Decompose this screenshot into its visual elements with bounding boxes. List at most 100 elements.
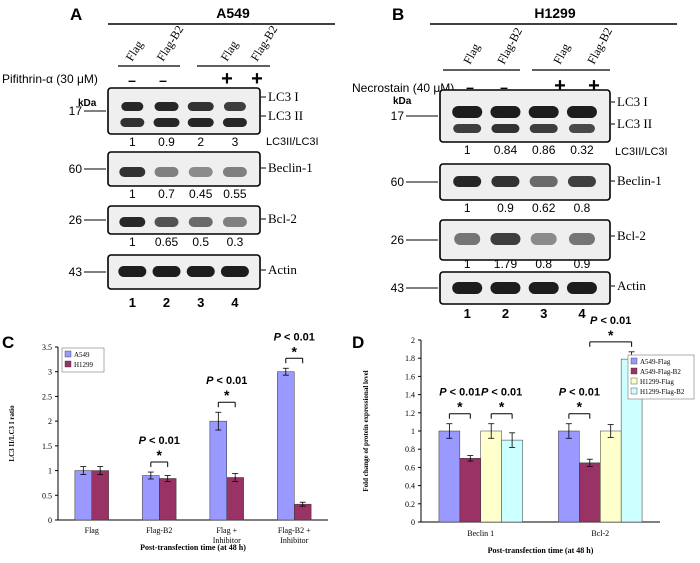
treatment-sign: + (221, 68, 233, 90)
kda-label: kDa (78, 98, 97, 109)
quantification-value: 0.8 (574, 201, 591, 215)
y-tick-label: 0.6 (405, 463, 415, 472)
band (491, 124, 520, 133)
band (454, 233, 481, 245)
quantification-value: 0.9 (158, 135, 175, 149)
band (187, 118, 214, 127)
legend-swatch (630, 387, 638, 395)
panel-label-a: A (70, 5, 82, 24)
band (223, 102, 246, 111)
lane-number: 4 (231, 295, 239, 310)
ratio-label: LC3II/LC3I (266, 136, 319, 148)
blot-membrane (107, 87, 261, 135)
category-label-line2: Inhibitor (213, 536, 241, 545)
p-value-label: P < 0.01 (559, 387, 600, 399)
y-tick-label: 2 (48, 417, 52, 426)
p-value-label: P < 0.01 (274, 331, 315, 343)
legend-label: H1299-Flag-B2 (640, 388, 685, 396)
blot-lc3-i: 17 LC3 I LC3 II 1 0.84 0.86 0.32 LC3II/LC3I (391, 89, 668, 158)
band (118, 266, 147, 277)
legend-swatch (630, 367, 638, 375)
treatment-label: Necrostain (40 μM) (352, 81, 454, 95)
band (568, 233, 595, 245)
quantification-value: 0.32 (570, 143, 594, 157)
category-label-line2: Inhibitor (280, 536, 308, 545)
quantification-value: 0.45 (189, 187, 213, 201)
band (566, 282, 597, 294)
band (119, 167, 146, 177)
panel-label-d: D (352, 333, 364, 352)
lane-number: 2 (163, 295, 170, 310)
significance-annotation: *P < 0.01 (206, 375, 247, 408)
lane-label: Flag (218, 38, 241, 64)
category-label: Beclin 1 (467, 529, 494, 538)
y-tick-label: 0.4 (405, 482, 415, 491)
quantification-value: 0.65 (155, 235, 179, 249)
quantification-value: 0.7 (158, 187, 175, 201)
legend-swatch (630, 377, 638, 385)
band (568, 124, 595, 133)
bar-h1299-flag (480, 430, 502, 523)
quantification-value: 1 (129, 135, 136, 149)
significance-annotation: *P < 0.01 (589, 315, 633, 347)
quantification-value: 0.62 (532, 201, 556, 215)
quantification-value: 0.9 (574, 257, 591, 271)
p-value-label: P < 0.01 (139, 435, 180, 447)
band (453, 176, 482, 187)
y-tick-label: 1 (411, 427, 415, 436)
band (528, 106, 559, 118)
blot-membrane (439, 271, 611, 305)
quantification-value: 1 (129, 235, 136, 249)
legend-box (627, 354, 695, 400)
bar-a549-flag-b2 (579, 462, 601, 523)
blot-beclin-1: 60 Beclin-1 1 0.9 0.62 0.8 (391, 163, 662, 215)
bar-chart-c: C 0 0.5 1 1.5 2 2.5 3 3.5 LC3 II/LC3 I ratio Post-… (2, 331, 328, 552)
bar-h1299-flag-b2 (501, 439, 523, 523)
p-value-label: P < 0.01 (439, 387, 480, 399)
quantification-value: 0.9 (497, 201, 514, 215)
protein-label: Beclin-1 (268, 160, 313, 175)
treatment-sign: + (251, 68, 263, 90)
band (453, 124, 482, 133)
lane-number: 1 (129, 295, 136, 310)
significance-star: * (157, 447, 163, 463)
significance-star: * (457, 399, 463, 415)
significance-star: * (224, 387, 230, 403)
protein-label: LC3 II (268, 108, 303, 123)
kda-marker: 43 (69, 265, 83, 279)
p-value-label: P < 0.01 (481, 387, 522, 399)
kda-marker: 43 (391, 281, 405, 295)
protein-label: Beclin-1 (617, 173, 662, 188)
treatment-sign: – (128, 72, 136, 88)
bar-h1299-flag (600, 430, 622, 523)
band (187, 102, 214, 111)
western-blot-panel-b: B H1299 Flag Flag-B2 Flag Flag-B2 Necrostain (… (352, 5, 677, 321)
y-tick-label: 1.4 (405, 391, 415, 400)
treatment-label: Pifithrin-α (30 μM) (2, 72, 98, 86)
quantification-value: 0.5 (192, 235, 209, 249)
blot-membrane (439, 89, 611, 143)
kda-label: kDa (393, 96, 412, 107)
lane-label: Flag (460, 41, 482, 66)
blot-actin: 43 Actin (391, 271, 646, 305)
band (490, 233, 521, 245)
ratio-label: LC3II/LC3I (615, 146, 668, 158)
protein-label: LC3 I (617, 94, 648, 109)
quantification-value: 1.79 (494, 257, 518, 271)
band (154, 102, 179, 111)
legend-label: A549-Flag-B2 (640, 368, 681, 376)
band (528, 282, 559, 294)
kda-marker: 17 (69, 104, 83, 118)
band (121, 102, 144, 111)
band (154, 217, 179, 227)
significance-annotation: *P < 0.01 (559, 387, 600, 419)
protein-label: Bcl-2 (617, 228, 646, 243)
panel-label-b: B (392, 5, 404, 24)
band (152, 266, 181, 277)
lane-number: 4 (578, 306, 586, 321)
y-tick-label: 2 (411, 336, 415, 345)
lane-number: 2 (502, 306, 509, 321)
band (529, 124, 558, 133)
significance-annotation: *P < 0.01 (481, 387, 522, 419)
lane-label: Flag-B2 (494, 25, 525, 66)
